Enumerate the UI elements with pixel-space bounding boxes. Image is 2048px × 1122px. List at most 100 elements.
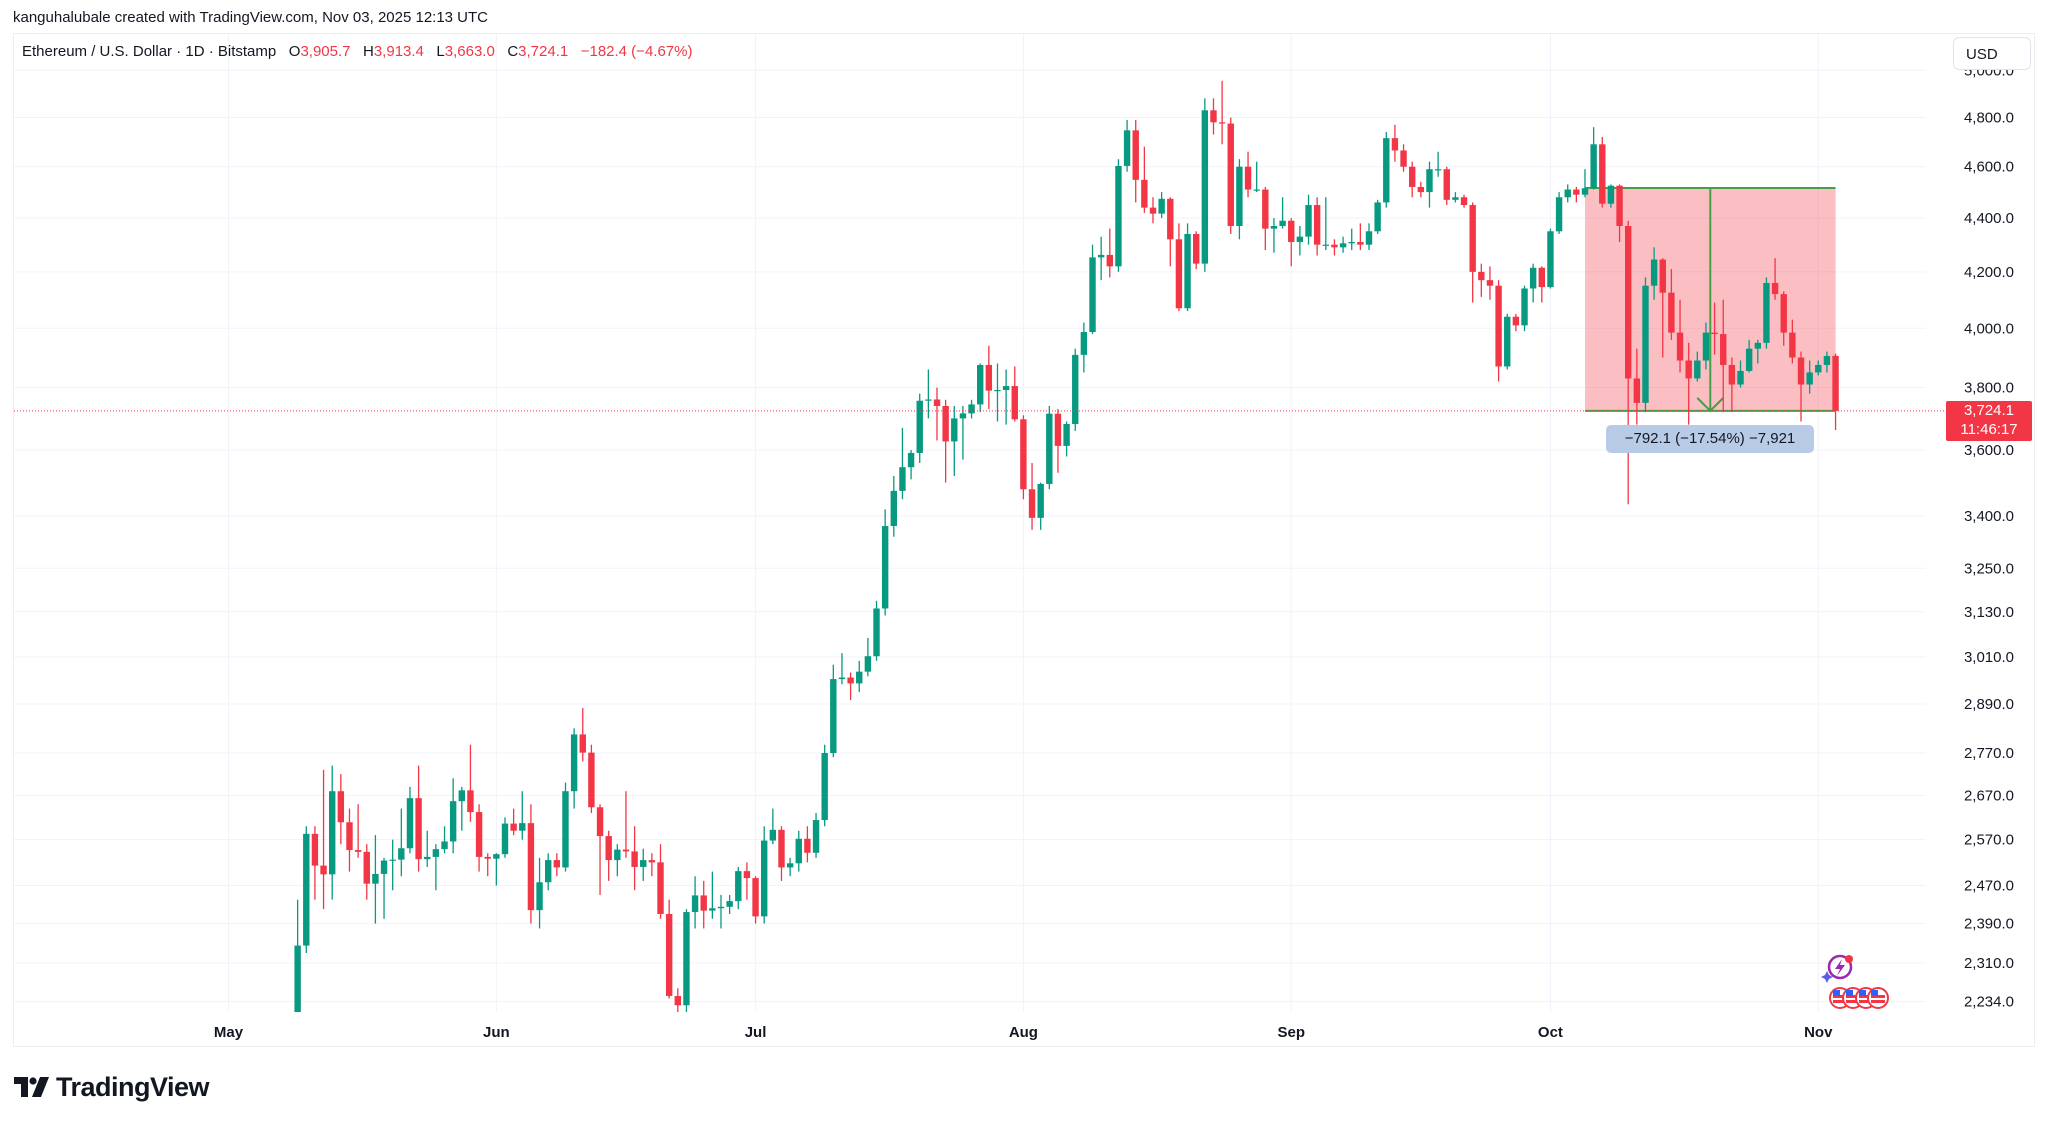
candle[interactable] — [657, 844, 664, 919]
candle[interactable] — [1296, 225, 1304, 256]
candle[interactable] — [398, 808, 405, 877]
candle[interactable] — [1167, 197, 1174, 267]
candle[interactable] — [311, 826, 319, 900]
candle[interactable] — [622, 791, 630, 858]
candle[interactable] — [752, 876, 759, 924]
candle[interactable] — [1262, 186, 1269, 251]
candle[interactable] — [769, 808, 777, 845]
candle[interactable] — [968, 399, 975, 419]
candle[interactable] — [475, 804, 483, 872]
candle[interactable] — [1711, 302, 1718, 355]
candle[interactable] — [329, 765, 336, 900]
currency-button[interactable]: USD — [1953, 37, 2031, 70]
candle[interactable] — [1011, 366, 1018, 422]
candle[interactable] — [1469, 202, 1476, 303]
candle[interactable] — [994, 363, 1001, 422]
candle[interactable] — [1072, 348, 1079, 431]
candle[interactable] — [1322, 197, 1329, 251]
candle[interactable] — [1633, 348, 1641, 425]
candle[interactable] — [1771, 258, 1779, 300]
candle[interactable] — [545, 853, 552, 891]
candle[interactable] — [1426, 161, 1433, 208]
candle[interactable] — [665, 899, 673, 999]
candle[interactable] — [1365, 223, 1373, 251]
candle[interactable] — [1573, 186, 1580, 203]
candle[interactable] — [1210, 98, 1217, 135]
candle[interactable] — [683, 909, 690, 1012]
candle[interactable] — [415, 765, 422, 872]
candle[interactable] — [1132, 119, 1139, 203]
candle[interactable] — [493, 853, 500, 886]
candle[interactable] — [1383, 132, 1390, 208]
candle[interactable] — [907, 450, 915, 480]
candle[interactable] — [1702, 322, 1710, 370]
candle[interactable] — [1417, 181, 1425, 198]
candle[interactable] — [303, 826, 310, 953]
candle[interactable] — [1581, 169, 1589, 198]
candle[interactable] — [1158, 192, 1165, 219]
candle[interactable] — [942, 399, 949, 483]
candle[interactable] — [1806, 360, 1813, 394]
candle[interactable] — [449, 778, 457, 854]
candle[interactable] — [778, 826, 785, 881]
candle[interactable] — [1357, 223, 1364, 251]
candle[interactable] — [1288, 218, 1295, 267]
candle[interactable] — [501, 817, 509, 858]
candle[interactable] — [1400, 144, 1407, 172]
candle[interactable] — [1538, 266, 1545, 303]
candle[interactable] — [596, 804, 604, 895]
candle[interactable] — [441, 826, 448, 854]
candle[interactable] — [1313, 197, 1321, 256]
candle[interactable] — [1063, 421, 1070, 457]
candle[interactable] — [959, 405, 967, 460]
candle[interactable] — [1020, 415, 1027, 500]
candle[interactable] — [1676, 299, 1684, 373]
candle[interactable] — [674, 988, 681, 1012]
candle[interactable] — [691, 876, 699, 929]
candle[interactable] — [1789, 319, 1796, 364]
candle[interactable] — [1780, 291, 1787, 346]
candle[interactable] — [286, 1012, 292, 1013]
candle[interactable] — [925, 369, 932, 419]
candle[interactable] — [1720, 299, 1727, 413]
candle[interactable] — [1728, 357, 1736, 413]
candle[interactable] — [1832, 353, 1839, 431]
candle[interactable] — [1106, 228, 1113, 278]
candle[interactable] — [1529, 263, 1537, 303]
candle[interactable] — [1409, 161, 1416, 198]
candle[interactable] — [1495, 280, 1502, 382]
candle[interactable] — [1737, 360, 1744, 388]
candle[interactable] — [1443, 166, 1450, 206]
candle[interactable] — [838, 653, 846, 685]
candle[interactable] — [1460, 194, 1468, 208]
candle[interactable] — [380, 857, 388, 919]
candle[interactable] — [1590, 127, 1597, 190]
candle[interactable] — [864, 637, 872, 677]
candle[interactable] — [614, 844, 621, 877]
candle[interactable] — [933, 387, 941, 441]
candle[interactable] — [881, 509, 889, 616]
candle[interactable] — [1694, 351, 1701, 382]
candle[interactable] — [985, 345, 993, 410]
us-flag-event-icon[interactable] — [1829, 987, 1889, 1009]
candle[interactable] — [1625, 220, 1632, 505]
candle[interactable] — [640, 848, 647, 881]
candle[interactable] — [1218, 80, 1226, 145]
candle[interactable] — [1175, 223, 1183, 312]
candle[interactable] — [1823, 351, 1831, 373]
candle[interactable] — [1244, 151, 1252, 198]
candle[interactable] — [354, 804, 362, 858]
candle[interactable] — [1486, 266, 1494, 300]
candle[interactable] — [562, 782, 569, 872]
candle[interactable] — [1452, 192, 1459, 203]
candle[interactable] — [536, 857, 543, 929]
candle[interactable] — [977, 363, 984, 413]
candle[interactable] — [700, 880, 707, 929]
candle[interactable] — [1080, 322, 1088, 373]
candle[interactable] — [1374, 199, 1381, 234]
candle[interactable] — [1348, 228, 1355, 251]
candle[interactable] — [1097, 236, 1105, 281]
candle[interactable] — [804, 826, 811, 863]
candle[interactable] — [588, 744, 595, 813]
